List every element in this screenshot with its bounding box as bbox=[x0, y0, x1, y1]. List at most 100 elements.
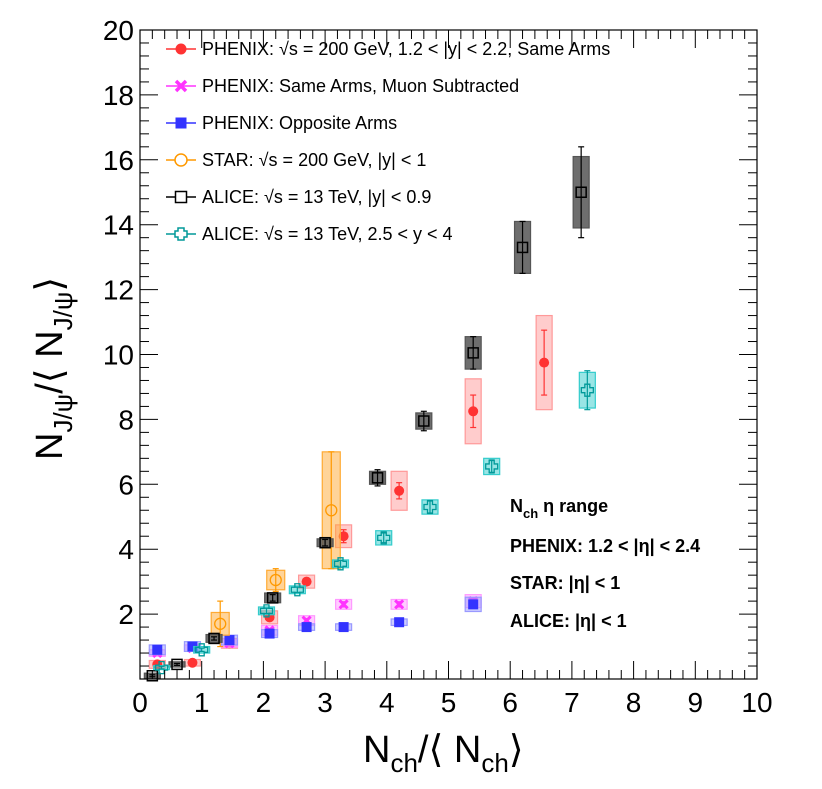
y-tick-label: 16 bbox=[103, 145, 134, 176]
marker-x-filled bbox=[338, 599, 349, 610]
marker-x-filled bbox=[394, 599, 405, 610]
y-tick-label: 18 bbox=[103, 80, 134, 111]
x-tick-label: 8 bbox=[626, 687, 642, 718]
marker-cross-open bbox=[333, 557, 348, 571]
y-tick-label: 4 bbox=[118, 534, 134, 565]
data-point bbox=[152, 660, 171, 675]
annotation-star-eta: STAR: |η| < 1 bbox=[510, 573, 620, 593]
marker-square-open bbox=[467, 347, 479, 359]
x-tick-label: 3 bbox=[317, 687, 333, 718]
data-point bbox=[535, 314, 553, 411]
annotation-header: Nch η range bbox=[510, 496, 608, 521]
marker-square-filled bbox=[301, 622, 312, 633]
x-tick-label: 0 bbox=[132, 687, 148, 718]
marker-circle-filled bbox=[468, 406, 479, 417]
legend-label-5: ALICE: √s = 13 TeV, |y| < 0.9 bbox=[202, 187, 431, 207]
marker-cross-open bbox=[485, 459, 499, 474]
legend-entry-phenix-muon-subtracted: PHENIX: Same Arms, Muon Subtracted bbox=[166, 76, 519, 96]
marker-cross-open bbox=[377, 531, 391, 545]
legend-label-3: PHENIX: Opposite Arms bbox=[202, 113, 397, 133]
marker-square-open bbox=[516, 241, 529, 254]
legend-marker-cross-open bbox=[174, 227, 188, 241]
data-point bbox=[375, 530, 393, 546]
series-square-filled bbox=[148, 596, 482, 656]
data-point bbox=[288, 583, 306, 597]
data-point bbox=[331, 557, 350, 571]
marker-circle-open bbox=[214, 617, 227, 630]
data-point bbox=[483, 457, 501, 476]
marker-circle-filled bbox=[539, 357, 550, 368]
x-tick-label: 2 bbox=[256, 687, 272, 718]
annotation-alice-eta: ALICE: |η| < 1 bbox=[510, 611, 627, 631]
y-tick-label: 8 bbox=[118, 404, 134, 435]
marker-square-filled bbox=[152, 644, 163, 655]
data-point bbox=[335, 598, 353, 610]
marker-cross-open bbox=[580, 383, 594, 397]
data-point bbox=[148, 644, 166, 656]
legend-marker-circle-open bbox=[174, 153, 188, 167]
eta-range-annotation: Nch η range PHENIX: 1.2 < |η| < 2.4 STAR… bbox=[510, 496, 700, 631]
data-point bbox=[415, 410, 433, 432]
x-tick-label: 9 bbox=[688, 687, 704, 718]
data-point bbox=[464, 596, 482, 613]
marker-circle-open bbox=[325, 504, 338, 517]
marker-square-open bbox=[171, 658, 183, 671]
data-point bbox=[368, 469, 387, 487]
x-tick-label: 7 bbox=[564, 687, 580, 718]
data-point bbox=[193, 643, 211, 657]
legend-marker-x bbox=[174, 79, 188, 93]
legend-marker-circle-filled bbox=[175, 43, 187, 55]
marker-circle-filled bbox=[187, 657, 198, 668]
data-point bbox=[257, 604, 276, 618]
marker-square-filled bbox=[468, 599, 479, 610]
y-tick-label: 12 bbox=[103, 275, 134, 306]
data-point bbox=[297, 574, 316, 589]
legend-label-1: PHENIX: √s = 200 GeV, 1.2 < |y| < 2.2, S… bbox=[202, 39, 610, 59]
marker-square-open bbox=[319, 536, 331, 549]
legend-entry-alice-forward: ALICE: √s = 13 TeV, 2.5 < y < 4 bbox=[166, 224, 453, 244]
data-point bbox=[205, 632, 223, 645]
data-point bbox=[335, 622, 353, 633]
legend-marker-square-open bbox=[174, 190, 188, 204]
y-tick-label: 14 bbox=[103, 210, 134, 241]
marker-square-open bbox=[418, 415, 430, 427]
data-point bbox=[390, 617, 408, 628]
legend-marker-square-filled bbox=[175, 117, 187, 129]
data-point bbox=[513, 220, 532, 274]
data-point bbox=[297, 622, 316, 633]
data-point bbox=[220, 634, 239, 646]
marker-cross-open bbox=[154, 660, 169, 675]
marker-cross-open bbox=[290, 583, 304, 597]
data-point bbox=[421, 499, 439, 515]
x-tick-label: 10 bbox=[741, 687, 772, 718]
y-tick-label: 20 bbox=[103, 15, 134, 46]
y-tick-label: 2 bbox=[118, 599, 134, 630]
marker-square-filled bbox=[264, 628, 275, 639]
data-point bbox=[464, 336, 482, 370]
y-tick-label: 6 bbox=[118, 469, 134, 500]
marker-square-filled bbox=[394, 617, 405, 628]
marker-square-filled bbox=[224, 635, 235, 646]
legend-entry-star: STAR: √s = 200 GeV, |y| < 1 bbox=[166, 150, 426, 170]
legend: PHENIX: √s = 200 GeV, 1.2 < |y| < 2.2, S… bbox=[166, 39, 610, 244]
x-tick-label: 6 bbox=[502, 687, 518, 718]
data-point bbox=[390, 598, 408, 610]
data-point bbox=[316, 536, 334, 549]
legend-entry-alice-midrapidity: ALICE: √s = 13 TeV, |y| < 0.9 bbox=[166, 187, 431, 207]
marker-circle-open bbox=[269, 573, 282, 587]
marker-square-filled bbox=[338, 622, 349, 633]
data-point bbox=[578, 370, 596, 411]
marker-square-open bbox=[266, 592, 279, 604]
data-point bbox=[260, 628, 279, 639]
data-point bbox=[321, 451, 341, 570]
marker-cross-open bbox=[259, 604, 274, 618]
series-cross-open bbox=[152, 370, 596, 675]
data-point bbox=[464, 378, 482, 445]
legend-entry-phenix-same-arms: PHENIX: √s = 200 GeV, 1.2 < |y| < 2.2, S… bbox=[166, 39, 610, 59]
legend-entry-phenix-opposite-arms: PHENIX: Opposite Arms bbox=[166, 113, 397, 133]
data-marks-layer bbox=[143, 146, 596, 682]
x-axis-title: Nch/⟨ Nch⟩ bbox=[363, 729, 524, 778]
marker-square-filled bbox=[187, 641, 198, 652]
